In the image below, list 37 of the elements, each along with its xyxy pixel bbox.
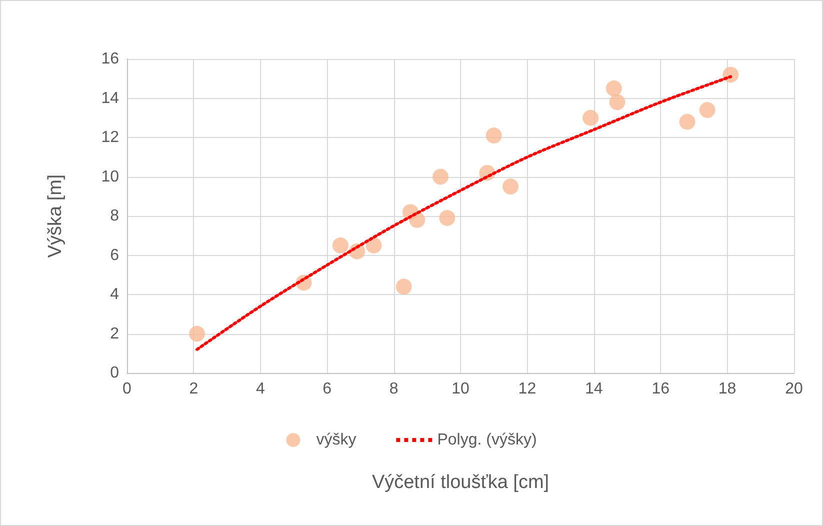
- point: [439, 210, 456, 226]
- point: [432, 168, 448, 185]
- x-tick-label: 20: [785, 380, 803, 398]
- y-tick-label: 14: [101, 90, 120, 107]
- point: [486, 128, 502, 144]
- x-tick-label: 10: [452, 380, 470, 398]
- point: [366, 237, 382, 254]
- legend-label: Polyg. (výšky): [437, 432, 537, 448]
- y-tick-label: 8: [110, 208, 120, 224]
- y-axis-title: Výška [m]: [45, 174, 66, 258]
- x-tick-label: 14: [585, 380, 603, 398]
- x-tick-label: 12: [518, 380, 536, 398]
- y-tick-label: 4: [110, 286, 120, 303]
- x-tick-label: 6: [322, 380, 332, 398]
- legend-label: výšky: [316, 432, 356, 448]
- point: [189, 326, 206, 342]
- point: [606, 80, 622, 96]
- y-tick-label: 0: [110, 364, 120, 382]
- y-tick-label: 2: [110, 325, 120, 342]
- x-tick-label: 4: [256, 380, 265, 398]
- x-tick-label: 16: [652, 380, 670, 398]
- point: [699, 102, 716, 118]
- point: [332, 237, 348, 254]
- point: [396, 278, 412, 295]
- y-tick-label: 6: [110, 246, 120, 264]
- x-tick-label: 0: [122, 380, 132, 398]
- x-tick-label: 18: [718, 380, 736, 398]
- x-tick-label: 2: [189, 380, 198, 398]
- point: [679, 114, 696, 130]
- point: [609, 94, 626, 110]
- x-tick-label: 8: [389, 380, 398, 398]
- y-tick-label: 10: [101, 168, 120, 186]
- y-tick-label: 12: [101, 129, 120, 146]
- x-axis-title: Výčetní tloušťka [cm]: [372, 472, 550, 493]
- point: [502, 178, 519, 195]
- point: [582, 110, 599, 126]
- y-tick-label: 16: [101, 50, 120, 68]
